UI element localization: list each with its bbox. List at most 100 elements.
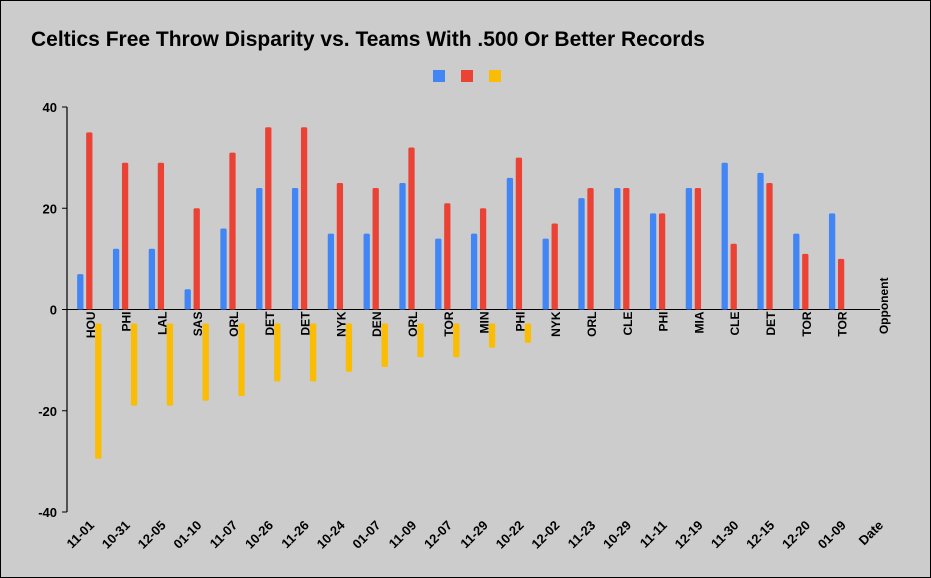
bar-series-3 [309, 323, 317, 382]
opponent-label: MIN [478, 312, 492, 334]
chart-title: Celtics Free Throw Disparity vs. Teams W… [31, 28, 705, 51]
y-tick-label: 0 [50, 303, 57, 318]
bar-series-3 [238, 323, 245, 396]
bar-series-1 [649, 213, 657, 310]
opponent-label: TOR [836, 311, 850, 336]
bar-series-3 [202, 323, 209, 401]
opponent-label: HOU [84, 312, 98, 339]
bar-series-1 [542, 238, 549, 310]
opponent-label: DET [764, 311, 778, 336]
bar-series-2 [730, 243, 737, 310]
bar-series-2 [623, 188, 630, 310]
y-tick-label: -40 [38, 505, 57, 520]
x-axis-title: Date [856, 518, 887, 549]
x-tick-label: 11-11 [637, 518, 670, 551]
opponent-label: LAL [155, 312, 169, 335]
bar-series-1 [578, 198, 585, 310]
bar-series-1 [828, 213, 836, 310]
bar-series-2 [479, 208, 487, 310]
bar-series-3 [95, 323, 102, 459]
y-tick-label: -20 [38, 404, 57, 419]
bar-series-2 [300, 127, 308, 310]
x-tick-label: 01-09 [815, 518, 849, 552]
bar-series-1 [327, 233, 335, 310]
bar-series-2 [444, 203, 451, 310]
x-tick-label: 11-01 [64, 518, 98, 552]
bar-series-1 [506, 177, 514, 310]
bar-series-2 [157, 162, 165, 310]
x-tick-label: 12-15 [743, 518, 777, 552]
bar-series-1 [77, 274, 84, 310]
x-tick-label: 12-19 [672, 518, 706, 552]
x-tick-label: 01-10 [170, 518, 204, 552]
opponent-label: TOR [800, 311, 814, 336]
x-tick-label: 10-31 [99, 518, 133, 552]
opponent-label: PHI [513, 312, 527, 332]
bar-series-1 [184, 289, 191, 310]
bar-series-1 [685, 188, 693, 310]
bar-series-2 [121, 162, 129, 310]
opponent-label: ORL [585, 312, 599, 337]
bar-series-3 [345, 323, 353, 372]
x-tick-label: 11-29 [457, 518, 491, 552]
opponent-label: NYK [549, 311, 563, 337]
bar-series-1 [148, 248, 156, 310]
x-tick-label: 11-26 [278, 518, 312, 552]
bar-series-2 [193, 208, 200, 310]
x-tick-label: 10-29 [600, 518, 634, 552]
opponent-label: DET [263, 311, 277, 336]
bar-series-3 [453, 323, 460, 358]
opponent-label: TOR [442, 311, 456, 336]
bar-series-2 [837, 258, 845, 310]
bar-series-3 [274, 323, 281, 382]
bar-series-2 [515, 157, 523, 310]
legend-swatch-series-2 [461, 70, 473, 82]
bar-series-2 [408, 147, 415, 310]
bar-series-3 [130, 323, 138, 406]
bar-series-1 [614, 188, 621, 310]
x-tick-label: 12-05 [135, 518, 169, 552]
bar-series-1 [291, 188, 299, 310]
x-tick-label: 12-07 [421, 518, 455, 552]
opponent-label: ORL [406, 312, 420, 337]
bar-series-2 [694, 188, 702, 310]
bar-series-1 [399, 182, 406, 310]
bar-series-3 [524, 323, 532, 343]
bar-series-2 [372, 188, 379, 310]
bar-series-1 [112, 248, 120, 310]
opponent-label: CLE [728, 312, 742, 336]
x-tick-label: 10-24 [314, 517, 349, 552]
x-tick-label: 12-02 [528, 518, 562, 552]
x-tick-label: 01-07 [349, 518, 383, 552]
opponent-label: PHI [657, 312, 671, 332]
x-tick-label: 11-07 [207, 518, 241, 552]
bar-series-1 [220, 228, 227, 310]
x-tick-label: 11-23 [565, 518, 599, 552]
bar-series-3 [417, 323, 424, 358]
opponent-label: MIA [692, 311, 706, 333]
bar-series-1 [256, 188, 263, 310]
x-tick-label: 11-30 [708, 518, 742, 552]
bar-series-2 [336, 182, 344, 310]
opponent-label: ORL [227, 312, 241, 337]
opponent-label: CLE [621, 312, 635, 336]
bar-series-2 [802, 253, 809, 310]
bar-series-2 [86, 132, 93, 310]
opponent-label: PHI [120, 312, 134, 332]
opponent-axis-title: Opponent [877, 277, 891, 334]
opponent-label: DEN [370, 312, 384, 337]
bar-series-2 [551, 223, 558, 310]
bar-series-3 [488, 323, 496, 348]
bar-series-2 [766, 182, 773, 310]
x-tick-label: 11-09 [386, 518, 420, 552]
x-tick-label: 12-20 [779, 518, 813, 552]
legend-swatch-series-3 [489, 70, 501, 82]
opponent-label: SAS [191, 312, 205, 337]
bar-series-3 [166, 323, 174, 406]
bar-series-2 [658, 213, 666, 310]
opponent-label: NYK [334, 311, 348, 337]
legend-swatch-series-1 [433, 70, 445, 82]
y-tick-label: 40 [43, 100, 57, 115]
